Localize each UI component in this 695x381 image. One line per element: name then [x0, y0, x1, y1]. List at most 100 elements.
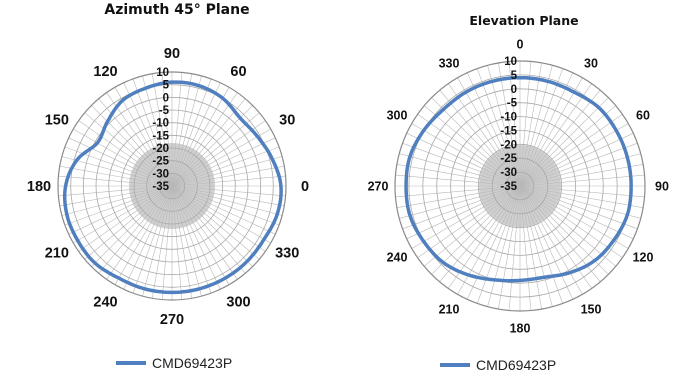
spoke-line: [171, 156, 283, 187]
grid-ring: [133, 147, 211, 225]
spoke-line: [171, 185, 193, 299]
spoke-line: [171, 185, 286, 197]
radial-tick-label: -15: [500, 125, 517, 137]
spoke-line: [519, 174, 645, 187]
elevation-chart-title: Elevation Plane: [469, 13, 578, 28]
spoke-line: [519, 142, 638, 187]
spoke-line: [402, 142, 521, 187]
grid-ring: [146, 160, 198, 212]
spoke-line: [519, 185, 645, 198]
spoke-line: [58, 175, 173, 187]
spoke-line: [519, 90, 601, 187]
spoke-line: [519, 185, 583, 295]
spoke-line: [395, 174, 521, 187]
radial-tick-label: -5: [159, 105, 170, 117]
angle-label: 0: [517, 38, 524, 52]
radial-tick-label: 10: [156, 67, 169, 79]
spoke-line: [171, 185, 283, 216]
spoke-line: [114, 87, 173, 187]
spoke-line: [399, 185, 521, 219]
spoke-line: [171, 185, 266, 252]
spoke-line: [439, 185, 521, 282]
spoke-line: [466, 72, 521, 187]
spoke-line: [396, 164, 521, 187]
spoke-line: [406, 185, 521, 240]
grid-ring: [82, 96, 262, 276]
grid-ring: [491, 157, 549, 215]
elevation-polar-chart: Elevation Plane CMD69423P 10 5 0 -5 -10-15 -20…: [368, 13, 669, 373]
radial-tick-label: -20: [500, 139, 517, 151]
spoke-line: [171, 185, 183, 300]
spoke-line: [91, 185, 173, 267]
spoke-line: [519, 185, 574, 300]
spoke-line: [171, 185, 253, 267]
angle-label: 270: [368, 180, 389, 194]
spoke-line: [424, 105, 521, 187]
radial-tick-label: -35: [500, 181, 517, 193]
spoke-line: [417, 185, 521, 258]
grid-ring: [436, 102, 604, 270]
spoke-line: [411, 123, 521, 187]
grid-ring: [463, 129, 576, 242]
spoke-line: [519, 83, 592, 187]
angle-label: 150: [45, 113, 69, 129]
spoke-line: [519, 185, 641, 219]
radial-tick-label: 5: [163, 80, 170, 92]
spoke-line: [424, 185, 521, 267]
angle-label: 210: [45, 246, 69, 262]
spoke-line: [519, 62, 542, 187]
radial-tick-label: 10: [504, 56, 517, 68]
spoke-line: [519, 185, 553, 307]
spoke-line: [151, 73, 173, 187]
spoke-line: [519, 185, 644, 208]
spoke-line: [171, 146, 280, 187]
angle-label: 240: [93, 294, 117, 310]
angle-label: 180: [510, 322, 531, 336]
spoke-line: [519, 68, 564, 187]
angle-label: 180: [27, 179, 51, 195]
angle-label: 300: [226, 294, 250, 310]
spoke-line: [171, 185, 276, 235]
legend-label: CMD69423P: [152, 355, 232, 371]
spoke-line: [59, 165, 173, 187]
spoke-line: [78, 185, 173, 252]
spoke-line: [171, 185, 221, 290]
spoke-line: [61, 156, 173, 187]
spoke-line: [78, 120, 173, 187]
spoke-line: [487, 65, 521, 187]
spoke-line: [171, 82, 221, 187]
angle-label: 330: [439, 57, 460, 71]
grid-ring: [477, 143, 563, 229]
spoke-line: [64, 185, 173, 226]
spoke-line: [59, 185, 173, 207]
angle-label: 150: [581, 303, 602, 317]
radial-tick-label: -35: [152, 181, 169, 193]
legend: CMD69423P: [116, 355, 232, 371]
spoke-line: [402, 185, 521, 230]
angle-label: 120: [93, 64, 117, 80]
grid-ring: [450, 116, 590, 256]
spoke-line: [171, 78, 212, 187]
spoke-line: [466, 185, 521, 300]
spoke-line: [68, 185, 173, 235]
spoke-line: [406, 132, 521, 187]
spoke-line: [58, 185, 173, 197]
angle-label: 0: [301, 179, 309, 195]
spoke-line: [171, 185, 230, 285]
spoke-line: [171, 73, 193, 187]
spoke-line: [171, 87, 230, 187]
spoke-line: [123, 185, 173, 290]
spoke-line: [123, 82, 173, 187]
spoke-line: [114, 185, 173, 285]
spoke-line: [457, 77, 521, 187]
grid-ring: [158, 172, 186, 200]
radial-tick-label: -10: [500, 112, 517, 124]
grid-ring: [57, 71, 287, 301]
spoke-line: [142, 75, 173, 187]
angle-label: 240: [387, 251, 408, 265]
angle-label: 210: [439, 303, 460, 317]
angle-label: 60: [636, 109, 650, 123]
spoke-line: [171, 185, 246, 274]
spoke-line: [171, 185, 238, 280]
